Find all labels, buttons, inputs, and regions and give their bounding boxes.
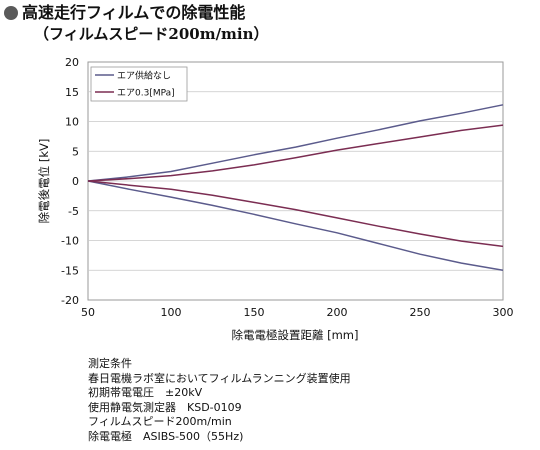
x-tick-label: 250 — [410, 306, 431, 319]
grid — [88, 91, 503, 271]
series-line-2 — [87, 180, 504, 272]
legend-label-no-air: エア供給なし — [117, 70, 171, 82]
bullet-icon — [4, 6, 18, 20]
y-tick-label: 10 — [65, 116, 79, 129]
y-tick-label: -20 — [61, 294, 79, 307]
x-tick-label: 300 — [493, 306, 514, 319]
y-tick-label: 15 — [65, 86, 79, 99]
condition-line: 使用静電気測定器 KSD-0109 — [88, 400, 242, 414]
y-tick-label: -15 — [61, 264, 79, 277]
condition-line: 春日電機ラボ室においてフィルムランニング装置使用 — [88, 371, 351, 385]
series-line-0 — [87, 104, 504, 182]
legend: エア供給なし エア0.3[MPa] — [90, 66, 188, 102]
series-line-1 — [87, 124, 504, 182]
condition-line: 測定条件 — [88, 357, 132, 370]
title-block: 高速走行フィルムでの除電性能 （フィルムスピード200m/min） — [4, 2, 269, 44]
x-tick-label: 100 — [161, 306, 182, 319]
x-axis-label: 除電電極設置距離 [mm] — [231, 328, 358, 342]
series-line-3 — [87, 180, 504, 248]
x-tick-label: 200 — [327, 306, 348, 319]
legend-box — [90, 66, 188, 102]
y-tick-label: 20 — [65, 56, 79, 69]
y-tick-label: -5 — [68, 205, 79, 218]
y-tick-label: -10 — [61, 235, 79, 248]
y-axis-label: 除電後電位 [kV] — [37, 139, 51, 224]
x-tick-label: 50 — [81, 306, 95, 319]
series-lines — [87, 104, 504, 272]
condition-line: 除電電極 ASIBS-500（55Hz) — [88, 429, 244, 443]
measurement-conditions: 測定条件 春日電機ラボ室においてフィルムランニング装置使用 初期帯電電圧 ±20… — [88, 357, 351, 444]
x-tick-label: 150 — [244, 306, 265, 319]
legend-label-air-03: エア0.3[MPa] — [117, 89, 175, 99]
page-title: 高速走行フィルムでの除電性能 — [22, 3, 246, 22]
y-tick-label: 5 — [72, 145, 79, 158]
page-subtitle: （フィルムスピード200m/min） — [34, 25, 269, 43]
condition-line: 初期帯電電圧 ±20kV — [88, 386, 203, 399]
condition-line: フィルムスピード200m/min — [88, 415, 232, 428]
page-title-row: 高速走行フィルムでの除電性能 — [4, 2, 269, 24]
y-tick-label: 0 — [72, 175, 79, 188]
